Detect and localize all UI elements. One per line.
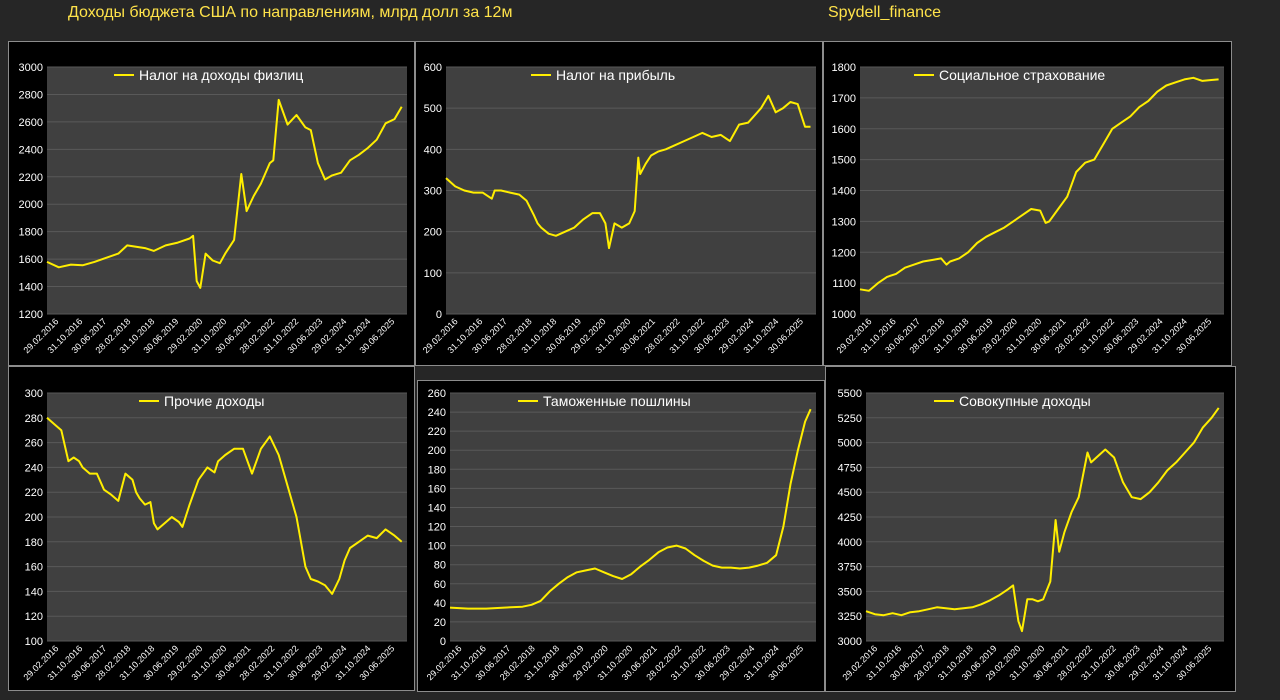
legend-label: Совокупные доходы [959,393,1091,409]
series-line [46,98,403,289]
y-tick-label: 160 [428,483,446,495]
chart-svg: 10001100120013001400150016001700180029.0… [832,62,1224,355]
y-tick-label: 1400 [19,282,43,294]
chart-panel-customs-duties: 0 20 40 60 80 100 120 140 160 180 200 220 240 260 29.0… [417,380,825,692]
y-tick-label: 2600 [19,117,43,129]
page-title: Доходы бюджета США по направлениям, млрд… [68,4,513,21]
y-tick-label: 80 [434,560,446,572]
y-tick-label: 3500 [838,586,862,598]
y-tick-label: 1800 [19,227,43,239]
y-tick-label: 200 [424,227,442,239]
legend-label: Налог на прибыль [556,67,675,83]
plot-area [47,67,407,314]
chart-svg: 010020030040050060029.02.201631.10.20163… [421,62,816,355]
chart-panel-total-revenue: 3000 3250 3500 3750 4000 4250 4500 4750 5000 5250… [825,366,1236,692]
y-tick-label: 4750 [838,462,862,474]
y-tick-label: 1400 [832,186,856,198]
chart-panel-social-insurance: 1000 1100 1200 1300 1400 1500 1600 1700 1800 29.0… [823,41,1232,366]
y-tick-label: 1600 [832,124,856,136]
brand-label: Spydell_finance [828,4,941,21]
chart-svg: 10012014016018020022024026028030029.02.2… [21,388,407,682]
y-tick-label: 100 [428,541,446,553]
y-tick-label: 200 [25,512,43,524]
y-tick-label: 180 [428,464,446,476]
y-tick-label: 3000 [19,62,43,74]
chart-svg: 3000 3250 3500 3750 4000 4250 4500 4750 5000 5250… [838,388,1224,682]
y-tick-label: 2400 [19,144,43,156]
y-tick-label: 300 [424,186,442,198]
legend-label: Таможенные пошлины [543,393,691,409]
y-tick-label: 400 [424,144,442,156]
y-tick-label: 20 [434,617,446,629]
y-tick-label: 1300 [832,216,856,228]
series-line [859,76,1219,292]
y-tick-label: 1600 [19,254,43,266]
y-tick-label: 3750 [838,562,862,574]
y-tick-label: 100 [424,268,442,280]
y-tick-label: 120 [25,611,43,623]
y-tick-label: 3000 [838,636,862,648]
y-tick-label: 5000 [838,438,862,450]
y-tick-label: 220 [428,426,446,438]
plot-area [450,393,816,641]
y-tick-label: 1700 [832,93,856,105]
y-tick-label: 100 [25,636,43,648]
y-tick-label: 0 [436,309,442,321]
y-tick-label: 240 [428,407,446,419]
y-tick-label: 1100 [832,278,856,290]
y-tick-label: 140 [25,586,43,598]
y-tick-label: 4500 [838,487,862,499]
y-tick-label: 300 [25,388,43,400]
series-line [46,417,403,595]
y-tick-label: 1800 [832,62,856,74]
y-tick-label: 2800 [19,89,43,101]
y-tick-label: 1200 [832,247,856,259]
y-tick-label: 2000 [19,199,43,211]
chart-panel-individual-income-tax: 1200 1400 1600 1800 2000 2200 2400 2600 2800 3000… [8,41,415,366]
y-tick-label: 2200 [19,172,43,184]
y-tick-label: 1500 [832,155,856,167]
y-tick-label: 4000 [838,537,862,549]
chart-svg: 1200 1400 1600 1800 2000 2200 2400 2600 2800 3000… [19,62,407,355]
legend-label: Социальное страхование [939,67,1105,83]
y-tick-label: 600 [424,62,442,74]
y-tick-label: 40 [434,598,446,610]
legend-label: Налог на доходы физлиц [139,67,303,83]
y-tick-label: 5500 [838,388,862,400]
y-tick-label: 1000 [832,309,856,321]
y-tick-label: 500 [424,103,442,115]
y-tick-label: 240 [25,462,43,474]
y-tick-label: 1200 [19,309,43,321]
y-tick-label: 140 [428,502,446,514]
chart-svg: 02040608010012014016018020022024026029.0… [425,388,816,682]
y-tick-label: 280 [25,413,43,425]
chart-panel-other-revenue: 100 120 140 160 180 200 220 240 260 280 300 29.02.2… [8,366,415,691]
y-tick-label: 220 [25,487,43,499]
y-tick-label: 4250 [838,512,862,524]
series-line [449,408,812,610]
legend-label: Прочие доходы [164,393,264,409]
y-tick-label: 5250 [838,413,862,425]
series-line [445,94,811,250]
y-tick-label: 60 [434,579,446,591]
y-tick-label: 160 [25,562,43,574]
y-tick-label: 180 [25,537,43,549]
y-tick-label: 260 [25,438,43,450]
y-tick-label: 260 [428,388,446,400]
y-tick-label: 3250 [838,611,862,623]
chart-panel-corporate-tax: 0 100 200 300 400 500 600 29.02.2016 31.10.2016 3… [415,41,823,366]
y-tick-label: 120 [428,522,446,534]
y-tick-label: 200 [428,445,446,457]
y-tick-label: 0 [440,636,446,648]
series-line [865,407,1220,633]
